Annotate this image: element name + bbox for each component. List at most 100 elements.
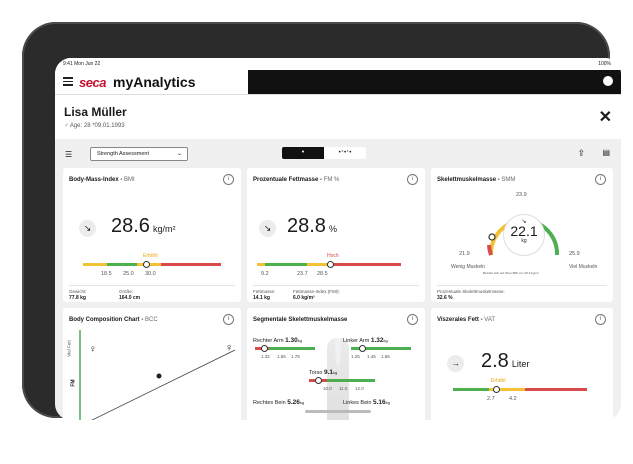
toggle-trend-button[interactable]: •⁺•⁺• <box>324 147 366 159</box>
smm-top-tick: 23.9 <box>516 192 527 198</box>
divider <box>253 285 419 286</box>
gauge-marker <box>488 233 496 241</box>
status-bar: 9:41 Mon Jun 22 100% <box>55 58 621 70</box>
vat-bar-green <box>453 388 489 391</box>
footer-label: Größe: <box>119 289 134 294</box>
bmi-bar-green <box>107 263 137 266</box>
info-icon[interactable]: i <box>595 174 606 185</box>
fat-bar-yellow2 <box>307 263 327 266</box>
footer-label: Prozentuale Skelettmuskelmasse: <box>437 289 505 294</box>
bmi-marker <box>143 261 150 268</box>
patient-age-dob: Age: 28 *09.01.1993 <box>69 123 125 129</box>
fat-title: Prozentuale Fettmasse <box>253 177 319 183</box>
menu-icon[interactable] <box>63 77 73 86</box>
view-select[interactable]: Strength Assessment ⌄ <box>90 147 188 161</box>
bmi-bar-yellow <box>83 263 107 266</box>
bmi-unit: kg/m² <box>152 224 176 234</box>
brand-logo: seca <box>79 75 106 90</box>
left-arm-marker <box>359 345 366 352</box>
info-icon[interactable]: i <box>223 174 234 185</box>
vat-tick: 2.7 <box>487 396 495 402</box>
bcc-abbr: BCC <box>145 317 158 323</box>
vat-flag: Erhöht <box>491 378 506 384</box>
info-icon[interactable]: i <box>407 174 418 185</box>
patient-name: Lisa Müller <box>64 105 127 119</box>
battery-indicator: 100% <box>598 61 611 67</box>
fat-abbr: FM % <box>323 177 340 183</box>
divider <box>437 285 607 286</box>
vat-bar-yellow <box>489 388 525 391</box>
segmental-muscle-card[interactable]: Segmentale Skelettmuskelmasse i Rechter … <box>247 308 425 420</box>
status-time: 9:41 Mon Jun 22 <box>63 61 101 67</box>
trend-right-icon: → <box>447 355 464 372</box>
info-icon[interactable]: i <box>595 314 606 325</box>
card-title: Viszerales Fett - VAT <box>437 317 496 323</box>
visceral-fat-card[interactable]: Viszerales Fett - VAT i → 2.8 Liter Erhöh… <box>431 308 613 420</box>
fat-bar-yellow <box>257 263 265 266</box>
toolbar: ☰ Strength Assessment ⌄ • •⁺•⁺• ⇪ ▤ <box>55 141 621 165</box>
bcc-title: Body Composition Chart <box>69 317 140 323</box>
footer-label: Fettmasse-Index (FMI): <box>293 289 340 294</box>
wide-body-icon: ♀ <box>225 342 234 354</box>
footer-label: Gewicht: <box>69 289 87 294</box>
fat-tick: 23.7 <box>297 271 308 277</box>
home-indicator[interactable] <box>305 410 371 413</box>
bmi-bar-red <box>161 263 221 266</box>
fat-unit: % <box>328 224 337 234</box>
left-arm-tick: 1.65 <box>381 354 390 359</box>
bmi-tick: 18.5 <box>101 271 112 277</box>
fat-bar-red <box>327 263 401 266</box>
left-arm-bar-green <box>351 347 411 350</box>
body-composition-card[interactable]: Body Composition Chart - BCC i Viel Fett… <box>63 308 241 420</box>
bmi-value: 28.6 kg/m² <box>111 215 175 238</box>
card-title: Body Composition Chart - BCC <box>69 317 158 323</box>
list-view-icon[interactable]: ☰ <box>65 150 73 159</box>
info-icon[interactable]: i <box>407 314 418 325</box>
smm-note: Bezieht sich auf Ihren BMI von 25.6 kg/m… <box>483 271 539 275</box>
view-select-value: Strength Assessment <box>97 151 149 157</box>
right-arm-bar-green <box>269 347 315 350</box>
toggle-single-button[interactable]: • <box>282 147 324 159</box>
share-icon[interactable]: ⇪ <box>577 148 585 158</box>
vat-bar-red <box>525 388 587 391</box>
fat-value: 28.8% <box>287 215 337 238</box>
smm-right-tick: 25.9 <box>569 251 580 257</box>
bmi-flag: Erhöht <box>143 253 158 259</box>
divider <box>69 285 235 286</box>
chevron-down-icon: ⌄ <box>176 151 182 157</box>
right-leg-label: Rechtes Bein 5.26kg <box>253 399 305 406</box>
torso-tick: 10.0 <box>323 386 332 391</box>
bmi-abbr: BMI <box>124 177 135 183</box>
trend-down-icon: ↘ <box>79 220 96 237</box>
skeletal-muscle-card[interactable]: Skelettmuskelmasse - SMM i 23.9 ↘ 22.1 k… <box>431 168 613 302</box>
card-title: Prozentuale Fettmasse - FM % <box>253 177 340 183</box>
fat-bar-green <box>265 263 307 266</box>
bcc-diagonal <box>91 349 235 420</box>
smm-left-tick: 21.9 <box>459 251 470 257</box>
vat-unit: Liter <box>511 359 530 369</box>
close-icon[interactable]: ✕ <box>598 109 612 126</box>
bmi-card[interactable]: Body-Mass-Index - BMI i ↘ 28.6 kg/m² Erhö… <box>63 168 241 302</box>
view-toggle: • •⁺•⁺• <box>282 147 366 159</box>
smm-value: 22.1 <box>510 223 538 239</box>
account-icon[interactable] <box>603 76 613 86</box>
smm-abbr: SMM <box>501 177 516 183</box>
torso-marker <box>315 377 322 384</box>
fat-mass-card[interactable]: Prozentuale Fettmasse - FM % i ↘ 28.8% H… <box>247 168 425 302</box>
left-arm-tick: 1.25 <box>351 354 360 359</box>
trend-down-icon: ↘ <box>521 219 527 225</box>
footer-value: 6.0 kg/m² <box>293 295 315 301</box>
info-icon[interactable]: i <box>223 314 234 325</box>
app-title: myAnalytics <box>113 74 196 90</box>
fat-tick: 28.5 <box>317 271 328 277</box>
footer-value: 32.6 % <box>437 295 453 301</box>
vat-title: Viszerales Fett <box>437 317 479 323</box>
patient-info: ♂ Age: 28 *09.01.1993 <box>64 123 125 129</box>
left-arm-label: Linker Arm 1.32kg <box>343 337 388 344</box>
bcc-y-top-label: Viel Fett <box>66 340 72 357</box>
gauge-red-arc <box>487 244 493 256</box>
smm-unit: kg <box>521 238 527 244</box>
trend-down-icon: ↘ <box>259 220 276 237</box>
comment-icon[interactable]: ▤ <box>602 148 610 157</box>
bmi-tick: 30.0 <box>145 271 156 277</box>
